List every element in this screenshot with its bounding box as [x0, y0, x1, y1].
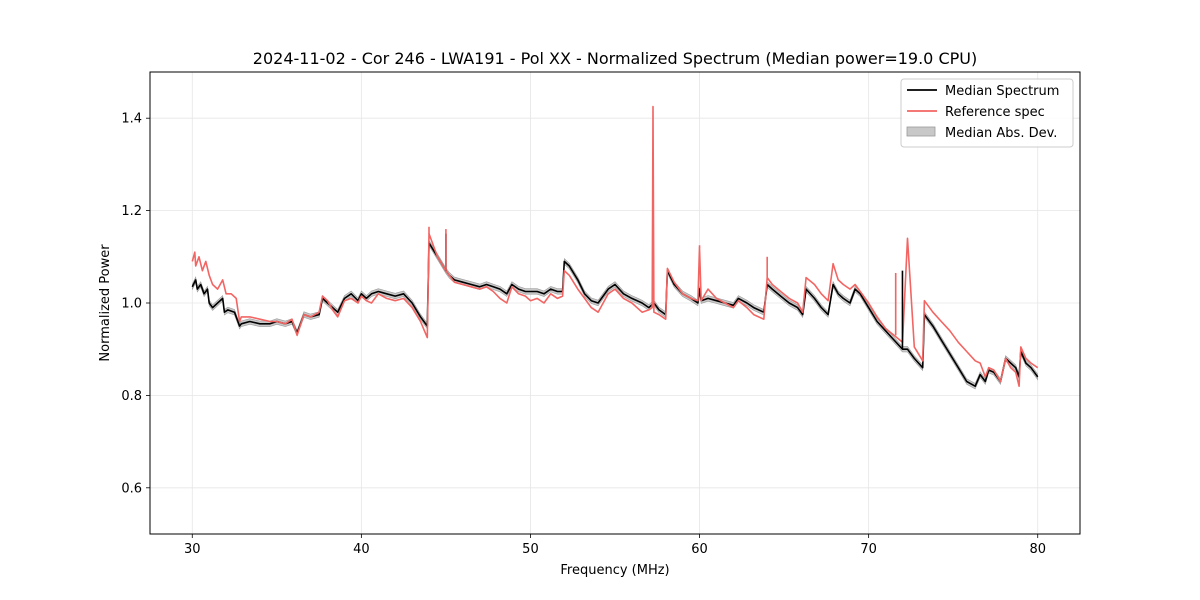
y-tick-label: 0.8: [121, 389, 142, 404]
y-tick-label: 1.4: [121, 112, 142, 127]
x-tick-label: 30: [184, 542, 201, 557]
x-axis: 30 40 50 60 70 80: [184, 534, 1046, 557]
plot-area: [191, 105, 1039, 390]
legend-swatch-mad: [906, 126, 936, 137]
y-tick-label: 0.6: [121, 481, 142, 496]
legend-label-reference: Reference spec: [945, 105, 1045, 120]
x-axis-label: Frequency (MHz): [560, 563, 669, 578]
y-axis: 0.6 0.8 1.0 1.2 1.4: [121, 112, 150, 496]
x-tick-label: 80: [1029, 542, 1046, 557]
y-tick-label: 1.2: [121, 204, 142, 219]
x-tick-label: 60: [691, 542, 708, 557]
y-tick-label: 1.0: [121, 297, 142, 312]
x-tick-label: 50: [522, 542, 539, 557]
legend-label-median: Median Spectrum: [945, 84, 1059, 99]
chart-title: 2024-11-02 - Cor 246 - LWA191 - Pol XX -…: [253, 49, 977, 68]
legend-label-mad: Median Abs. Dev.: [945, 126, 1057, 141]
x-tick-label: 70: [860, 542, 877, 557]
x-tick-label: 40: [353, 542, 370, 557]
mad-band: [192, 239, 1038, 390]
y-axis-label: Normalized Power: [98, 244, 113, 362]
legend: Median Spectrum Reference spec Median Ab…: [900, 78, 1074, 148]
legend-box: [900, 78, 1074, 148]
